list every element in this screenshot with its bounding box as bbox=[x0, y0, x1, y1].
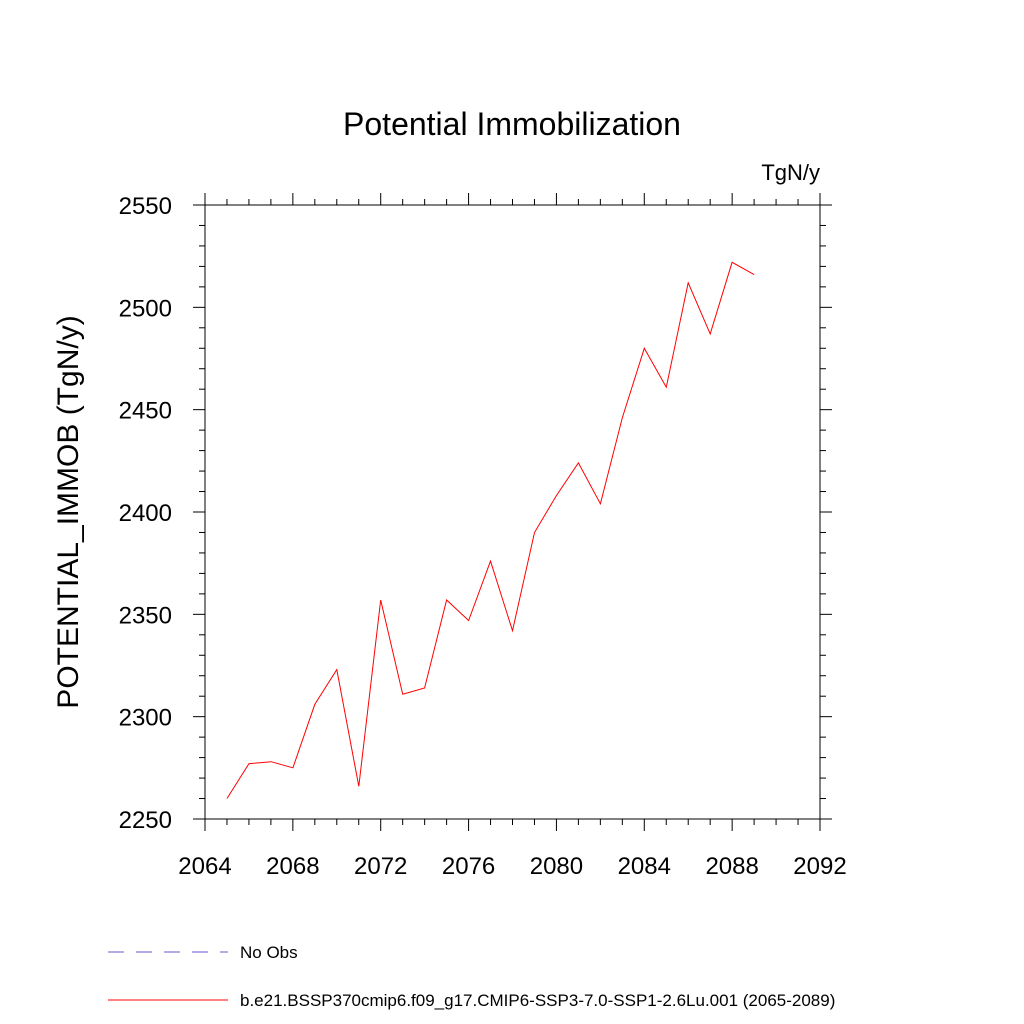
plot-frame bbox=[204, 204, 821, 820]
x-tick-label: 2064 bbox=[178, 853, 231, 880]
units-label: TgN/y bbox=[761, 160, 820, 185]
legend-label: b.e21.BSSP370cmip6.f09_g17.CMIP6-SSP3-7.… bbox=[240, 991, 835, 1010]
y-tick-label: 2400 bbox=[119, 500, 172, 527]
x-tick-label: 2080 bbox=[530, 853, 583, 880]
y-tick-label: 2300 bbox=[119, 705, 172, 732]
legend: No Obs b.e21.BSSP370cmip6.f09_g17.CMIP6-S… bbox=[108, 943, 835, 1010]
y-tick-label: 2350 bbox=[119, 602, 172, 629]
x-tick-label: 2072 bbox=[354, 853, 407, 880]
y-tick-label: 2450 bbox=[119, 398, 172, 425]
y-tick-label: 2500 bbox=[119, 295, 172, 322]
x-tick-label: 2088 bbox=[705, 853, 758, 880]
y-tick-label: 2550 bbox=[119, 193, 172, 220]
x-tick-label: 2084 bbox=[618, 853, 671, 880]
legend-label: No Obs bbox=[240, 943, 298, 962]
chart-title: Potential Immobilization bbox=[343, 106, 681, 142]
series-group bbox=[226, 261, 755, 799]
x-tick-label: 2092 bbox=[793, 853, 846, 880]
x-tick-label: 2068 bbox=[266, 853, 319, 880]
axis-ticks bbox=[193, 193, 832, 831]
axis-tick-labels: 2064 2068 2072 2076 2080 2084 2088 2092 2250 2300… bbox=[119, 193, 847, 880]
series-line bbox=[226, 261, 755, 799]
y-tick-label: 2250 bbox=[119, 807, 172, 834]
x-tick-label: 2076 bbox=[442, 853, 495, 880]
y-axis-label: POTENTIAL_IMMOB (TgN/y) bbox=[52, 315, 85, 708]
